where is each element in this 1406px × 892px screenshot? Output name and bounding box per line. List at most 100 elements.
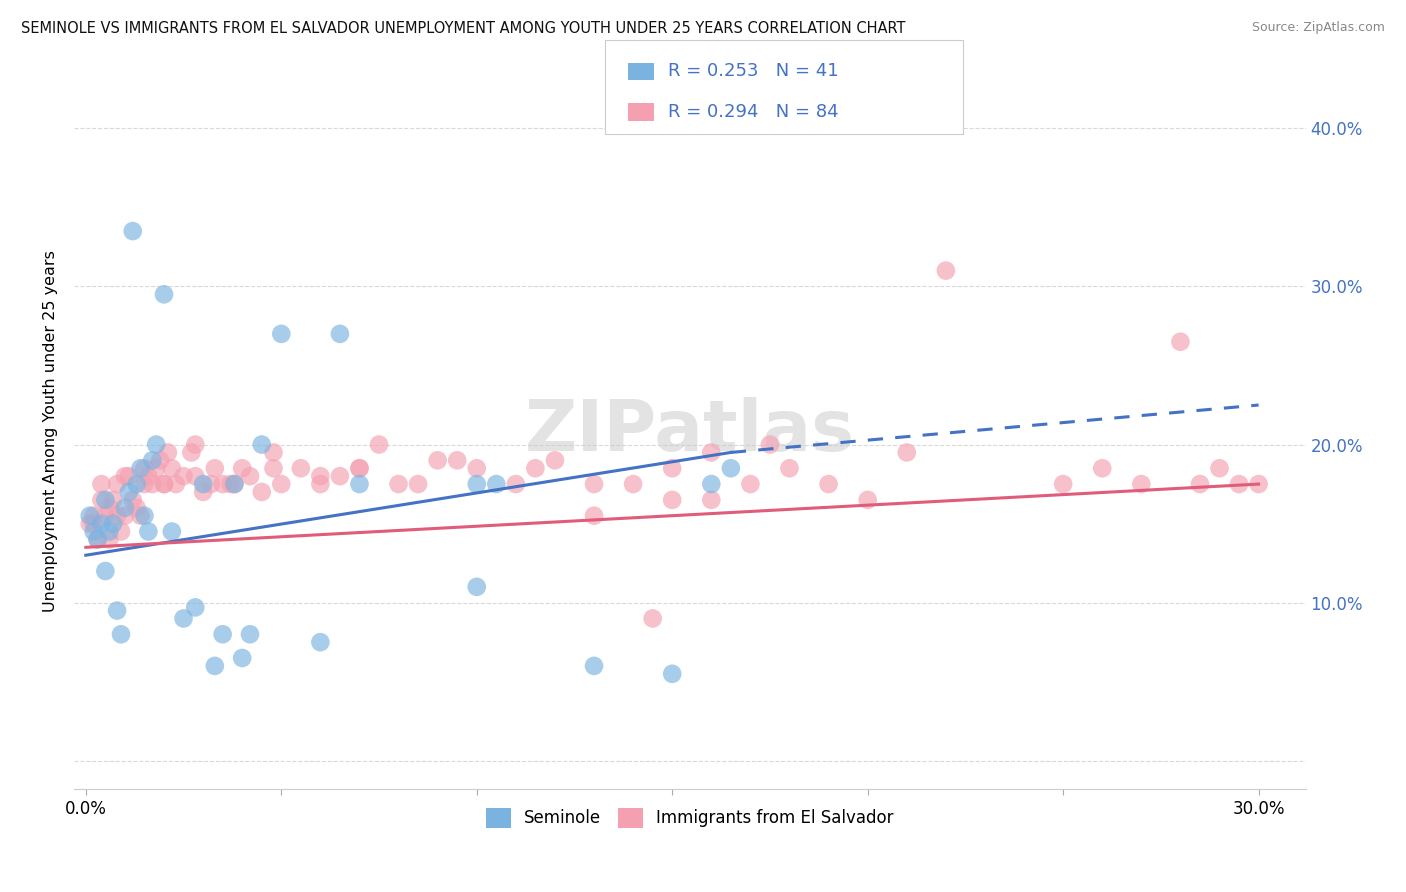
Point [700,445,723,459]
Point [160,524,183,539]
Point [145,461,167,475]
Point [465,477,488,491]
Point [105,477,128,491]
Point [239,627,262,641]
Point [935,263,957,277]
Point [134,461,156,475]
Point [1227,477,1250,491]
Point [138,469,160,483]
Point [250,485,273,500]
Point [98,524,121,539]
Point [90,492,112,507]
Point [329,469,352,483]
Point [856,492,879,507]
Point [224,477,246,491]
Point [204,461,226,475]
Point [524,461,547,475]
Point [661,666,683,681]
Point [465,461,488,475]
Point [641,611,664,625]
Point [110,627,132,641]
Point [700,477,723,491]
Point [1247,477,1270,491]
Point [90,477,112,491]
Point [204,659,226,673]
Text: ZIPatlas: ZIPatlas [524,397,855,466]
Point [896,445,918,459]
Point [98,500,121,515]
Point [184,437,207,451]
Point [426,453,449,467]
Point [224,477,246,491]
Point [211,477,233,491]
Point [239,469,262,483]
Point [582,508,605,523]
Point [349,477,371,491]
Point [231,651,253,665]
Text: R = 0.294   N = 84: R = 0.294 N = 84 [668,103,838,121]
Point [121,224,143,238]
Text: SEMINOLE VS IMMIGRANTS FROM EL SALVADOR UNEMPLOYMENT AMONG YOUTH UNDER 25 YEARS : SEMINOLE VS IMMIGRANTS FROM EL SALVADOR … [21,21,905,36]
Point [505,477,527,491]
Point [1091,461,1114,475]
Point [219,477,242,491]
Point [368,437,391,451]
Point [153,477,176,491]
Point [114,500,136,515]
Point [118,469,141,483]
Point [83,508,105,523]
Point [661,492,683,507]
Point [290,461,312,475]
Point [582,659,605,673]
Point [184,469,207,483]
Point [79,516,101,531]
Point [114,508,136,523]
Point [349,461,371,475]
Point [720,461,742,475]
Point [700,492,723,507]
Legend: Seminole, Immigrants from El Salvador: Seminole, Immigrants from El Salvador [479,801,900,835]
Point [103,516,125,531]
Point [309,469,332,483]
Point [582,477,605,491]
Point [134,508,156,523]
Point [1188,477,1211,491]
Point [114,469,136,483]
Point [110,524,132,539]
Point [191,485,214,500]
Point [1170,334,1192,349]
Point [141,477,163,491]
Text: Source: ZipAtlas.com: Source: ZipAtlas.com [1251,21,1385,34]
Point [94,564,117,578]
Point [173,469,195,483]
Point [153,477,176,491]
Point [544,453,567,467]
Point [145,437,167,451]
Point [485,477,508,491]
Point [79,508,101,523]
Point [270,326,292,341]
Point [661,461,683,475]
Point [118,485,141,500]
Point [165,477,187,491]
Point [86,533,108,547]
Point [250,437,273,451]
Point [125,500,148,515]
Point [309,477,332,491]
Point [94,492,117,507]
Point [83,524,105,539]
Point [134,477,156,491]
Point [270,477,292,491]
Point [779,461,801,475]
Point [329,326,352,341]
Point [184,600,207,615]
Point [759,437,782,451]
Point [1052,477,1074,491]
Point [141,453,163,467]
Point [160,461,183,475]
Point [129,461,152,475]
Point [231,461,253,475]
Point [121,492,143,507]
Point [621,477,644,491]
Point [1208,461,1230,475]
